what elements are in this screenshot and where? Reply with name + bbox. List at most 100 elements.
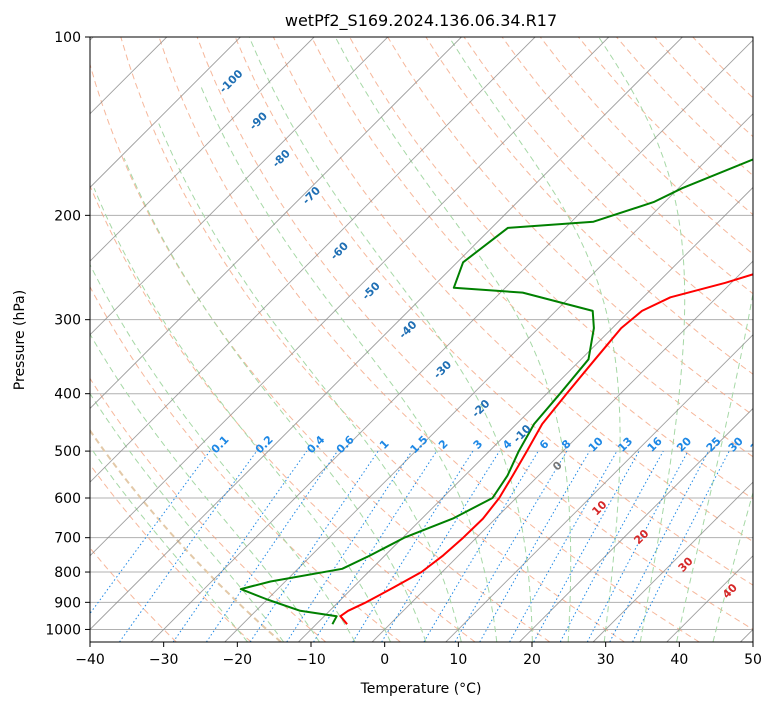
- x-tick-label: 40: [670, 652, 688, 668]
- moist-adiabat-label: 0: [550, 458, 565, 473]
- mixing-ratio-label: 25: [704, 435, 724, 455]
- y-tick-label: 500: [54, 444, 81, 460]
- moist-adiabat: [199, 83, 498, 642]
- y-tick-label: 700: [54, 531, 81, 547]
- moist-adiabat-label: 40: [720, 581, 740, 601]
- moist-adiabat: [676, 290, 753, 642]
- isotherm: [519, 407, 753, 642]
- moist-adiabat: [90, 392, 285, 642]
- dry-adiabat: [90, 377, 327, 642]
- isotherm-label: -10: [511, 422, 534, 445]
- isotherm-label: -60: [328, 239, 351, 262]
- isotherm: [90, 37, 389, 336]
- dry-adiabat: [616, 37, 753, 177]
- plot-frame: [89, 36, 754, 643]
- y-tick-label: 100: [54, 30, 81, 46]
- isotherm-label: -80: [270, 147, 293, 170]
- x-tick-label: −10: [296, 652, 326, 668]
- x-tick-label: 0: [380, 652, 389, 668]
- temperature-line: [339, 273, 753, 625]
- moist-adiabats: [90, 37, 753, 642]
- mixing-ratio-line: [249, 450, 379, 642]
- y-tick-label: 900: [54, 595, 81, 611]
- isotherm: [371, 260, 753, 642]
- mixing-ratio-label: 13: [615, 435, 635, 455]
- x-tick-label: −20: [223, 652, 253, 668]
- isotherm: [150, 39, 753, 642]
- mixing-ratio-label: 8: [559, 437, 574, 452]
- isotherm: [90, 37, 683, 631]
- dry-adiabat: [463, 37, 753, 335]
- isotherm-label: -20: [469, 397, 492, 420]
- mixing-ratio-line: [533, 450, 640, 642]
- pressure-grid: [90, 37, 753, 630]
- mixing-ratio-line: [172, 450, 308, 642]
- chart-title: wetPf2_S169.2024.136.06.34.R17: [285, 11, 557, 31]
- dry-adiabat: [90, 285, 401, 642]
- moist-adiabat: [248, 37, 533, 642]
- dry-adiabat: [654, 37, 753, 138]
- y-tick-label: 200: [54, 208, 81, 224]
- dry-adiabat: [311, 37, 753, 500]
- x-tick-label: 50: [744, 652, 762, 668]
- mixing-ratio-label: 36: [748, 434, 768, 454]
- mixing-ratio-line: [352, 450, 474, 642]
- mixing-ratio-line: [423, 450, 539, 642]
- mixing-ratio-label: 0.2: [253, 433, 276, 456]
- mixing-ratio-label: 2: [436, 437, 451, 452]
- x-tick-label: −40: [75, 652, 105, 668]
- isotherm-label: -70: [300, 184, 323, 207]
- isotherm: [592, 481, 753, 642]
- moist-adiabat: [90, 333, 320, 642]
- isotherm: [90, 37, 241, 189]
- line-labels: 0.1 0.2 0.4 0.6 1 1.5 2 3 4 6 8 10 13 16 20 25 30 36-100-…: [209, 67, 768, 601]
- mixing-ratio-label: 0.1: [209, 433, 232, 456]
- mixing-ratio-line: [286, 450, 413, 642]
- moist-adiabat: [448, 37, 621, 642]
- isotherm: [90, 37, 536, 483]
- mixing-ratio-label: 0.6: [334, 433, 357, 456]
- y-tick-label: 400: [54, 387, 81, 403]
- dry-adiabat: [501, 37, 753, 295]
- moist-adiabat: [90, 263, 356, 642]
- isotherm: [666, 555, 753, 642]
- x-tick-label: 20: [523, 652, 541, 668]
- y-tick-label: 1000: [45, 622, 81, 638]
- moist-adiabat-label: 10: [589, 498, 609, 518]
- isotherm-label: -30: [431, 358, 454, 381]
- y-axis-ticks: 100 200 300 400 500 600 700 800 900 1000: [45, 30, 90, 638]
- mixing-ratio-line: [586, 450, 689, 642]
- moist-adiabat: [334, 37, 572, 642]
- dry-adiabat-highlight: [90, 428, 282, 642]
- y-tick-label: 600: [54, 491, 81, 507]
- mixing-ratio-label: 3: [471, 437, 486, 452]
- mixing-ratio-lines: [90, 450, 730, 642]
- isotherm: [90, 37, 315, 262]
- dry-adiabat: [272, 37, 753, 543]
- isotherm: [90, 37, 462, 410]
- mixing-ratio-line: [559, 450, 664, 642]
- isotherm: [740, 628, 753, 642]
- x-tick-label: −30: [149, 652, 179, 668]
- isotherm: [90, 37, 610, 557]
- x-axis-label: Temperature (°C): [360, 681, 482, 697]
- dry-adiabat: [120, 37, 625, 642]
- x-axis-ticks: −40 −30 −20 −10 0 10 20 30 40 50: [75, 642, 762, 668]
- dry-adiabat: [90, 463, 252, 642]
- y-axis-label: Pressure (hPa): [12, 290, 28, 390]
- mixing-ratio-line: [90, 450, 211, 615]
- mixing-ratio-line: [119, 450, 258, 642]
- dry-adiabat: [387, 37, 753, 416]
- dry-adiabat: [578, 37, 753, 216]
- moist-adiabat: [123, 157, 427, 642]
- moist-adiabat-label: 20: [631, 527, 651, 547]
- y-tick-label: 300: [54, 313, 81, 329]
- isotherm-label: -90: [247, 109, 270, 132]
- moist-adiabat: [598, 37, 686, 642]
- isotherm-label: -100: [217, 67, 246, 96]
- mixing-ratio-line: [509, 450, 618, 642]
- dry-adiabat: [349, 37, 753, 458]
- mixing-ratio-line: [205, 450, 338, 642]
- moist-adiabat: [158, 123, 462, 642]
